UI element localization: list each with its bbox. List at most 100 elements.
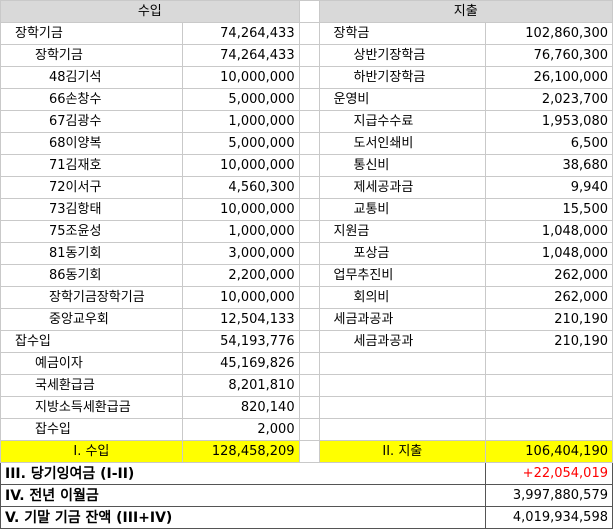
column-gap bbox=[298, 176, 320, 199]
income-item-label: 72이서구 bbox=[0, 176, 183, 199]
expense-item-value: 262,000 bbox=[485, 264, 613, 287]
income-item-label: 국세환급금 bbox=[0, 374, 183, 397]
expense-item-value: 102,860,300 bbox=[485, 22, 613, 45]
column-gap bbox=[298, 418, 320, 441]
column-gap bbox=[298, 22, 320, 45]
income-item-value: 1,000,000 bbox=[181, 110, 300, 133]
income-item-label: 장학기금 bbox=[0, 44, 183, 67]
income-item-label: 66손창수 bbox=[0, 88, 183, 111]
ledger-row: 86동기회 2,200,000 업무추진비 262,000 bbox=[0, 264, 613, 287]
income-total-label: I. 수입 bbox=[0, 440, 183, 463]
summary-value: 3,997,880,579 bbox=[485, 484, 613, 507]
ledger-row: 국세환급금 8,201,810 bbox=[0, 374, 613, 397]
ledger-row: 48김기석 10,000,000 하반기장학금 26,100,000 bbox=[0, 66, 613, 89]
expense-item-label: 세금과공과 bbox=[318, 308, 487, 331]
expense-header: 지출 bbox=[318, 0, 613, 23]
column-gap bbox=[298, 132, 320, 155]
expense-item-value: 262,000 bbox=[485, 286, 613, 309]
income-item-value: 10,000,000 bbox=[181, 198, 300, 221]
ledger-row: 잡수입 2,000 bbox=[0, 418, 613, 441]
expense-item-value: 210,190 bbox=[485, 330, 613, 353]
income-item-value: 10,000,000 bbox=[181, 154, 300, 177]
income-header: 수입 bbox=[0, 0, 300, 23]
expense-item-label: 상반기장학금 bbox=[318, 44, 487, 67]
column-gap bbox=[298, 154, 320, 177]
ledger-row: 72이서구 4,560,300 제세공과금 9,940 bbox=[0, 176, 613, 199]
income-item-label: 73김항태 bbox=[0, 198, 183, 221]
income-item-value: 5,000,000 bbox=[181, 88, 300, 111]
ledger-row: 지방소득세환급금 820,140 bbox=[0, 396, 613, 419]
ledger-row: 장학기금장학기금 10,000,000 회의비 262,000 bbox=[0, 286, 613, 309]
column-gap bbox=[298, 396, 320, 419]
ledger-row: 중앙교우회 12,504,133 세금과공과 210,190 bbox=[0, 308, 613, 331]
summary-label: III. 당기잉여금 (I-II) bbox=[0, 462, 487, 485]
expense-total-value: 106,404,190 bbox=[485, 440, 613, 463]
income-item-value: 10,000,000 bbox=[181, 286, 300, 309]
summary-row: IV. 전년 이월금 3,997,880,579 bbox=[0, 484, 613, 507]
income-item-value: 5,000,000 bbox=[181, 132, 300, 155]
column-gap bbox=[298, 352, 320, 375]
income-total-value: 128,458,209 bbox=[181, 440, 300, 463]
income-item-label: 81동기회 bbox=[0, 242, 183, 265]
column-gap bbox=[298, 0, 320, 23]
ledger-row: 장학기금 74,264,433 상반기장학금 76,760,300 bbox=[0, 44, 613, 67]
income-item-value: 45,169,826 bbox=[181, 352, 300, 375]
income-item-label: 장학기금장학기금 bbox=[0, 286, 183, 309]
column-gap bbox=[298, 88, 320, 111]
expense-empty-cell bbox=[485, 374, 613, 397]
column-gap bbox=[298, 66, 320, 89]
summary-row: III. 당기잉여금 (I-II) +22,054,019 bbox=[0, 462, 613, 485]
totals-row: I. 수입 128,458,209 II. 지출 106,404,190 bbox=[0, 440, 613, 463]
column-gap bbox=[298, 242, 320, 265]
ledger-row: 66손창수 5,000,000 운영비 2,023,700 bbox=[0, 88, 613, 111]
expense-total-label: II. 지출 bbox=[318, 440, 487, 463]
expense-item-label: 하반기장학금 bbox=[318, 66, 487, 89]
income-item-value: 8,201,810 bbox=[181, 374, 300, 397]
header-row: 수입 지출 bbox=[0, 0, 613, 23]
ledger-row: 73김항태 10,000,000 교통비 15,500 bbox=[0, 198, 613, 221]
expense-item-label: 제세공과금 bbox=[318, 176, 487, 199]
income-item-label: 68이양복 bbox=[0, 132, 183, 155]
income-item-label: 86동기회 bbox=[0, 264, 183, 287]
expense-item-value: 9,940 bbox=[485, 176, 613, 199]
income-item-label: 67김광수 bbox=[0, 110, 183, 133]
income-item-value: 74,264,433 bbox=[181, 22, 300, 45]
ledger-row: 68이양복 5,000,000 도서인쇄비 6,500 bbox=[0, 132, 613, 155]
income-item-value: 820,140 bbox=[181, 396, 300, 419]
expense-empty-cell bbox=[318, 418, 487, 441]
ledger-row: 71김재호 10,000,000 통신비 38,680 bbox=[0, 154, 613, 177]
column-gap bbox=[298, 286, 320, 309]
expense-empty-cell bbox=[485, 396, 613, 419]
expense-item-label: 교통비 bbox=[318, 198, 487, 221]
expense-empty-cell bbox=[318, 374, 487, 397]
expense-item-value: 15,500 bbox=[485, 198, 613, 221]
income-item-label: 잡수입 bbox=[0, 418, 183, 441]
expense-item-label: 지원금 bbox=[318, 220, 487, 243]
expense-item-label: 세금과공과 bbox=[318, 330, 487, 353]
column-gap bbox=[298, 374, 320, 397]
ledger-row: 잡수입 54,193,776 세금과공과 210,190 bbox=[0, 330, 613, 353]
expense-item-value: 26,100,000 bbox=[485, 66, 613, 89]
income-item-value: 2,200,000 bbox=[181, 264, 300, 287]
summary-value: +22,054,019 bbox=[485, 462, 613, 485]
income-item-label: 예금이자 bbox=[0, 352, 183, 375]
summary-label: V. 기말 기금 잔액 (III+IV) bbox=[0, 506, 487, 529]
income-item-value: 4,560,300 bbox=[181, 176, 300, 199]
income-item-label: 잡수입 bbox=[0, 330, 183, 353]
income-item-value: 2,000 bbox=[181, 418, 300, 441]
expense-item-value: 76,760,300 bbox=[485, 44, 613, 67]
expense-item-label: 업무추진비 bbox=[318, 264, 487, 287]
expense-item-value: 38,680 bbox=[485, 154, 613, 177]
expense-empty-cell bbox=[485, 418, 613, 441]
ledger-row: 81동기회 3,000,000 포상금 1,048,000 bbox=[0, 242, 613, 265]
expense-item-value: 1,048,000 bbox=[485, 242, 613, 265]
expense-empty-cell bbox=[485, 352, 613, 375]
expense-item-value: 6,500 bbox=[485, 132, 613, 155]
column-gap bbox=[298, 440, 320, 463]
column-gap bbox=[298, 220, 320, 243]
income-item-value: 12,504,133 bbox=[181, 308, 300, 331]
expense-item-value: 1,048,000 bbox=[485, 220, 613, 243]
ledger-row: 장학기금 74,264,433 장학금 102,860,300 bbox=[0, 22, 613, 45]
ledger-row: 75조윤성 1,000,000 지원금 1,048,000 bbox=[0, 220, 613, 243]
